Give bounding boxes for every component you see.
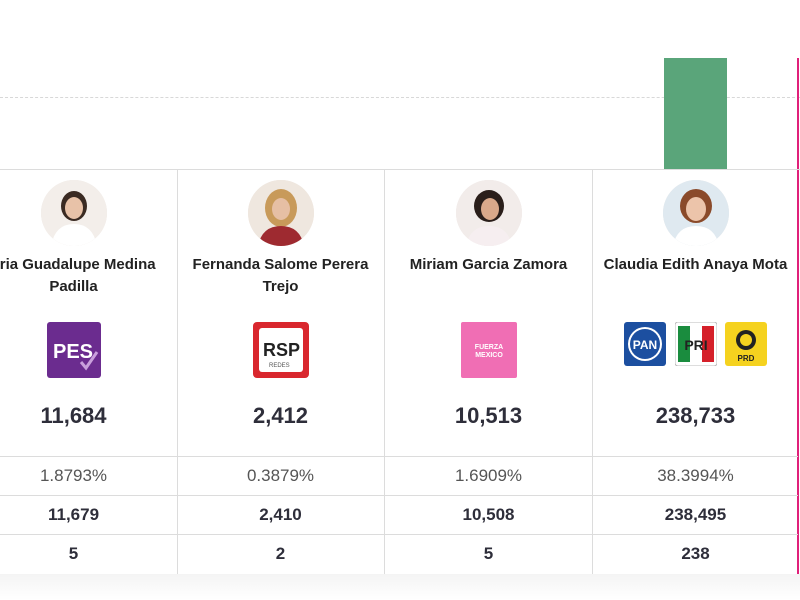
accent-divider — [797, 58, 799, 576]
candidate-column: Miriam Garcia Zamora FUERZA MEXICO 10,51… — [385, 170, 593, 575]
valid-votes: 11,679 — [0, 495, 177, 534]
pri-party-logo: PRI — [674, 321, 717, 371]
party-logos: PES — [0, 322, 177, 378]
seat-count: 5 — [0, 534, 177, 573]
candidate-header: Fernanda Salome Perera Trejo RSP REDES 2… — [177, 170, 384, 455]
seat-count: 238 — [593, 534, 798, 573]
vote-percent: 1.6909% — [385, 456, 592, 495]
svg-text:PES: PES — [53, 341, 93, 363]
candidate-header: Miriam Garcia Zamora FUERZA MEXICO 10,51… — [385, 170, 592, 455]
party-logos: RSP REDES — [177, 322, 384, 378]
candidate-avatar — [40, 180, 107, 246]
svg-text:PAN: PAN — [633, 338, 657, 352]
vote-total: 238,733 — [655, 403, 736, 428]
vote-total: 11,684 — [40, 403, 107, 428]
valid-votes: 10,508 — [385, 495, 592, 534]
bottom-fade — [0, 574, 800, 600]
svg-text:REDES: REDES — [269, 363, 290, 369]
bar-chart — [0, 0, 800, 170]
svg-text:RSP: RSP — [263, 340, 300, 360]
chart-gridline — [0, 97, 800, 98]
candidate-column: Claudia Edith Anaya Mota PAN — [593, 170, 798, 575]
candidate-name: aria Guadalupe Medina Padilla — [0, 256, 156, 295]
vote-percent: 0.3879% — [177, 456, 384, 495]
vote-total: 10,513 — [454, 403, 523, 428]
svg-text:PRI: PRI — [684, 337, 707, 353]
pes-party-logo: PES — [46, 322, 101, 383]
pan-party-logo: PAN — [624, 322, 667, 371]
valid-votes: 238,495 — [593, 495, 798, 534]
prd-party-logo: PRD — [724, 322, 767, 371]
candidate-avatar — [662, 180, 729, 246]
candidate-column: Fernanda Salome Perera Trejo RSP REDES 2… — [177, 170, 385, 575]
vote-percent: 1.8793% — [0, 456, 177, 495]
party-logos: PAN PRI — [593, 321, 798, 378]
candidate-name: Claudia Edith Anaya Mota — [603, 256, 788, 273]
seat-count: 2 — [177, 534, 384, 573]
candidate-header: aria Guadalupe Medina Padilla PES 11,684 — [0, 170, 177, 455]
candidate-name: Fernanda Salome Perera Trejo — [192, 256, 369, 295]
winner-bar[interactable] — [664, 58, 727, 169]
candidate-header: Claudia Edith Anaya Mota PAN — [593, 170, 798, 455]
candidate-avatar — [247, 180, 314, 246]
svg-text:FUERZA: FUERZA — [474, 344, 502, 351]
party-logos: FUERZA MEXICO — [385, 322, 592, 378]
vote-total: 2,412 — [252, 403, 309, 428]
candidate-column: aria Guadalupe Medina Padilla PES 11,684… — [0, 170, 178, 575]
seat-count: 5 — [385, 534, 592, 573]
rsp-party-logo: RSP REDES — [252, 322, 309, 383]
valid-votes: 2,410 — [177, 495, 384, 534]
vote-percent: 38.3994% — [593, 456, 798, 495]
fuerza-mexico-party-logo: FUERZA MEXICO — [460, 322, 517, 383]
svg-text:MEXICO: MEXICO — [475, 352, 503, 359]
candidate-avatar — [455, 180, 522, 246]
results-table: aria Guadalupe Medina Padilla PES 11,684… — [0, 169, 800, 575]
candidate-name: Miriam Garcia Zamora — [409, 256, 568, 273]
svg-text:PRD: PRD — [738, 354, 755, 363]
